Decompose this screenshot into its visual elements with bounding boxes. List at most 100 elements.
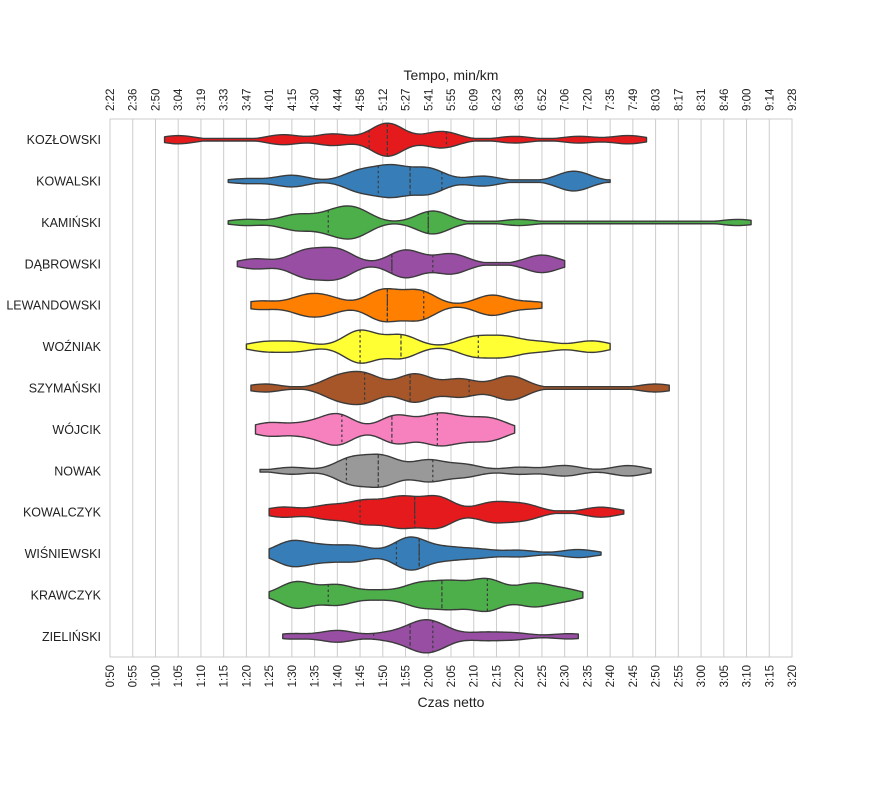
category-labels: KOZŁOWSKI KOWALSKI KAMIŃSKI DĄBROWSKI LEWAND… bbox=[6, 133, 101, 644]
bottom-tick-label: 1:25 bbox=[264, 665, 276, 687]
violin-11 bbox=[268, 577, 584, 613]
bottom-tick-label: 2:40 bbox=[605, 665, 617, 687]
violin-8 bbox=[259, 453, 652, 489]
violin-body bbox=[227, 205, 752, 240]
bottom-tick-label: 1:50 bbox=[378, 665, 390, 687]
violin-1 bbox=[227, 163, 611, 199]
category-label: ZIELIŃSKI bbox=[42, 629, 101, 644]
bottom-tick-label: 3:10 bbox=[742, 665, 754, 687]
bottom-tick-label: 1:45 bbox=[355, 665, 367, 687]
top-tick-label: 8:03 bbox=[651, 89, 663, 111]
violin-body bbox=[268, 494, 625, 530]
top-tick-label: 7:20 bbox=[582, 89, 594, 111]
violin-0 bbox=[163, 122, 648, 157]
bottom-tick-label: 1:55 bbox=[401, 665, 413, 687]
violin-12 bbox=[282, 619, 580, 654]
category-label: KAMIŃSKI bbox=[41, 215, 101, 230]
bottom-tick-label: 2:10 bbox=[469, 665, 481, 687]
violin-3 bbox=[236, 246, 566, 282]
category-label: LEWANDOWSKI bbox=[6, 299, 101, 313]
category-label: WOŹNIAK bbox=[43, 339, 102, 354]
category-label: KOWALSKI bbox=[36, 175, 101, 189]
top-tick-label: 9:14 bbox=[764, 88, 776, 111]
category-label: KOWALCZYK bbox=[23, 506, 102, 520]
top-tick-label: 9:28 bbox=[787, 89, 799, 111]
top-tick-label: 2:22 bbox=[105, 89, 117, 111]
top-tick-label: 6:09 bbox=[469, 89, 481, 111]
violin-body bbox=[227, 163, 611, 199]
bottom-tick-label: 1:15 bbox=[219, 665, 231, 687]
violin-body bbox=[163, 122, 648, 157]
top-tick-label: 6:52 bbox=[537, 89, 549, 111]
category-label: WÓJCIK bbox=[52, 422, 101, 437]
top-tick-label: 3:47 bbox=[241, 89, 253, 111]
bottom-tick-label: 1:05 bbox=[173, 665, 185, 687]
top-tick-label: 5:55 bbox=[446, 89, 458, 111]
category-label: SZYMAŃSKI bbox=[29, 381, 101, 396]
top-tick-label: 6:23 bbox=[491, 89, 503, 111]
top-tick-label: 9:00 bbox=[742, 89, 754, 111]
top-tick-label: 3:33 bbox=[219, 89, 231, 111]
bottom-tick-label: 3:05 bbox=[719, 665, 731, 687]
bottom-tick-label: 2:25 bbox=[537, 665, 549, 687]
bottom-tick-label: 2:55 bbox=[673, 665, 685, 687]
top-tick-label: 2:50 bbox=[150, 89, 162, 111]
violin-6 bbox=[250, 370, 670, 406]
top-tick-label: 4:58 bbox=[355, 89, 367, 111]
violin-4 bbox=[250, 287, 543, 323]
bottom-tick-label: 3:20 bbox=[787, 665, 799, 687]
top-tick-label: 4:01 bbox=[264, 89, 276, 111]
violin-body bbox=[236, 246, 566, 282]
top-tick-label: 7:06 bbox=[560, 89, 572, 111]
top-tick-label: 6:38 bbox=[514, 89, 526, 111]
category-label: NOWAK bbox=[54, 464, 101, 478]
violin-body bbox=[282, 619, 580, 654]
top-tick-label: 4:44 bbox=[332, 88, 344, 111]
category-label: WIŚNIEWSKI bbox=[25, 546, 101, 561]
violin-body bbox=[259, 453, 652, 489]
bottom-tick-label: 0:55 bbox=[128, 665, 140, 687]
violin-2 bbox=[227, 205, 752, 240]
violin-body bbox=[250, 370, 670, 406]
category-label: KRAWCZYK bbox=[31, 588, 102, 602]
violin-body bbox=[250, 287, 543, 323]
violin-body bbox=[268, 577, 584, 613]
top-tick-label: 7:35 bbox=[605, 89, 617, 111]
x-axis-title: Czas netto bbox=[418, 694, 485, 710]
bottom-tick-label: 1:35 bbox=[310, 665, 322, 687]
top-tick-label: 2:36 bbox=[128, 89, 140, 111]
bottom-tick-labels: 0:50 0:55 1:00 1:05 1:10 1:15 1:20 1:25 1:30 1:35… bbox=[105, 665, 799, 687]
violin-5 bbox=[245, 329, 611, 364]
violin-10 bbox=[268, 536, 602, 571]
violin-body bbox=[245, 329, 611, 364]
bottom-tick-label: 3:15 bbox=[764, 665, 776, 687]
bottom-tick-label: 2:20 bbox=[514, 665, 526, 687]
top-tick-label: 3:19 bbox=[196, 89, 208, 111]
violin-9 bbox=[268, 494, 625, 530]
bottom-tick-label: 1:30 bbox=[287, 665, 299, 687]
bottom-tick-label: 2:05 bbox=[446, 665, 458, 687]
bottom-tick-label: 2:45 bbox=[628, 665, 640, 687]
top-tick-label: 4:15 bbox=[287, 89, 299, 111]
top-tick-label: 4:30 bbox=[310, 89, 322, 111]
plot-frame bbox=[109, 118, 793, 658]
violins bbox=[163, 122, 752, 654]
violin-7 bbox=[254, 412, 516, 447]
top-tick-label: 7:49 bbox=[628, 89, 640, 111]
bottom-tick-label: 1:10 bbox=[196, 665, 208, 687]
bottom-tick-label: 1:40 bbox=[332, 665, 344, 687]
bottom-tick-label: 1:00 bbox=[150, 665, 162, 687]
top-axis-title: Tempo, min/km bbox=[404, 67, 499, 83]
bottom-tick-label: 3:00 bbox=[696, 665, 708, 687]
violin-body bbox=[254, 412, 516, 447]
bottom-tick-label: 1:20 bbox=[241, 665, 253, 687]
bottom-tick-label: 2:35 bbox=[582, 665, 594, 687]
top-tick-label: 5:12 bbox=[378, 89, 390, 111]
bottom-tick-label: 2:15 bbox=[491, 665, 503, 687]
top-tick-label: 8:17 bbox=[673, 89, 685, 111]
category-label: KOZŁOWSKI bbox=[27, 133, 101, 147]
bottom-tick-label: 2:50 bbox=[651, 665, 663, 687]
top-tick-label: 5:27 bbox=[401, 89, 413, 111]
category-label: DĄBROWSKI bbox=[25, 257, 101, 271]
